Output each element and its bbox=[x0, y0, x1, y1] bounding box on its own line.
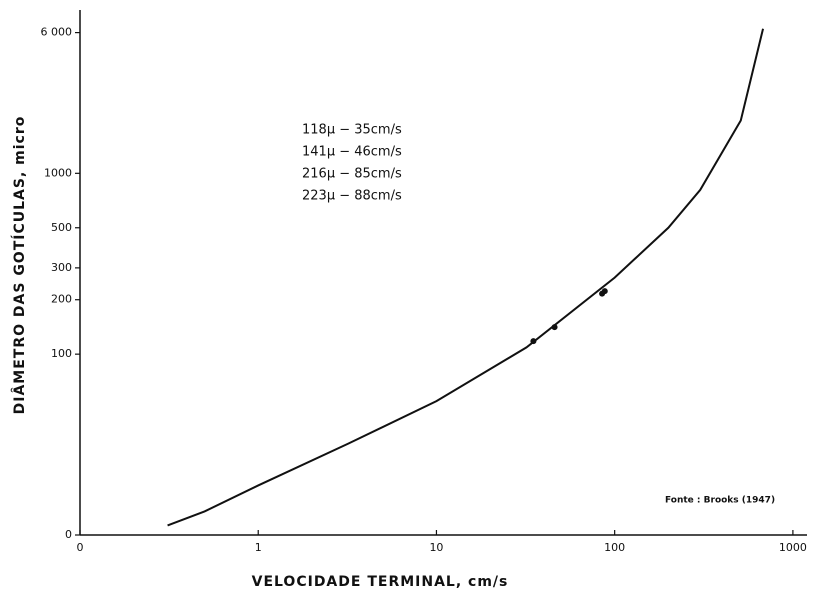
curve bbox=[167, 28, 765, 527]
x-tick-label: 10 bbox=[429, 541, 443, 554]
x-tick-label: 1000 bbox=[779, 541, 807, 554]
annotation: 141μ − 46cm/s bbox=[302, 145, 402, 160]
data-point bbox=[530, 338, 537, 345]
y-axis-label: DIÂMETRO DAS GOTÍCULAS, micro bbox=[11, 116, 28, 415]
y-tick-label: 300 bbox=[51, 261, 72, 274]
y-tick-label: 500 bbox=[51, 221, 72, 234]
x-axis-label: VELOCIDADE TERMINAL, cm/s bbox=[252, 574, 509, 590]
y-tick-label: 200 bbox=[51, 293, 72, 306]
annotation: 216μ − 85cm/s bbox=[302, 167, 402, 182]
y-tick-label: 1000 bbox=[44, 166, 72, 179]
x-tick-label: 100 bbox=[604, 541, 625, 554]
y-tick-label: 6 000 bbox=[41, 26, 73, 39]
y-tick-label: 0 bbox=[65, 528, 72, 541]
data-point bbox=[601, 288, 608, 295]
y-tick-label: 100 bbox=[51, 347, 72, 360]
x-tick-label: 1 bbox=[255, 541, 262, 554]
x-tick-label: 0 bbox=[77, 541, 84, 554]
source-note: Fonte : Brooks (1947) bbox=[665, 496, 775, 506]
data-point bbox=[551, 324, 558, 331]
annotation: 223μ − 88cm/s bbox=[302, 189, 402, 204]
annotation: 118μ − 35cm/s bbox=[302, 123, 402, 138]
